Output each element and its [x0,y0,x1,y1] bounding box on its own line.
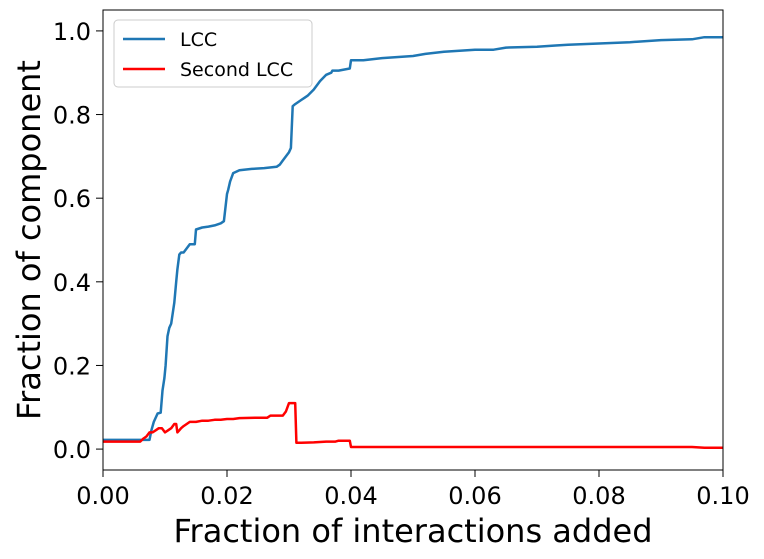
plot-area [103,35,723,450]
series-line-lcc [103,35,723,442]
x-axis-label: Fraction of interactions added [173,512,652,550]
y-tick-label: 0.4 [53,269,91,297]
x-tick-label: 0.02 [200,482,253,510]
series-line-second-lcc [103,401,723,450]
y-axis-ticks: 0.0 0.2 0.4 0.6 0.8 1.0 [53,18,103,464]
series-layer [103,35,723,450]
y-tick-label: 0.6 [53,185,91,213]
x-axis-ticks: 0.00 0.02 0.04 0.06 0.08 0.10 [76,470,750,510]
legend-label: Second LCC [180,59,293,81]
y-tick-label: 0.2 [53,352,91,380]
x-tick-label: 0.00 [76,482,129,510]
y-tick-label: 0.8 [53,102,91,130]
legend-label: LCC [180,29,217,51]
x-tick-label: 0.10 [696,482,749,510]
y-axis-label: Fraction of component [10,60,48,420]
y-tick-label: 0.0 [53,436,91,464]
x-tick-label: 0.08 [572,482,625,510]
legend: LCC Second LCC [113,19,313,88]
y-tick-label: 1.0 [53,18,91,46]
x-tick-label: 0.04 [324,482,377,510]
plot-frame [102,9,724,471]
x-tick-label: 0.06 [448,482,501,510]
